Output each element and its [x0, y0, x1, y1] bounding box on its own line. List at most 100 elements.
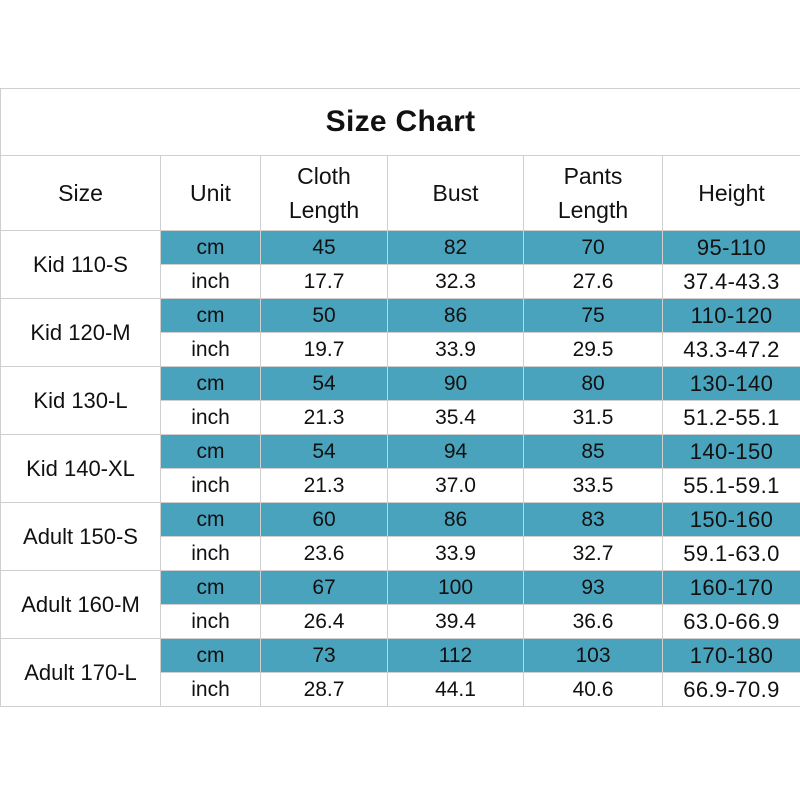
size-label-cell: Kid 110-S — [0, 230, 161, 299]
pants-length-cell: 40.6 — [523, 672, 663, 707]
size-label-cell: Adult 170-L — [0, 638, 161, 707]
cloth-length-cell: 19.7 — [260, 332, 388, 367]
unit-cell: inch — [160, 468, 261, 503]
table-row-cm: Adult 150-S cm 60 86 83 150-160 — [0, 502, 800, 571]
table-row-cm: Adult 160-M cm 67 100 93 160-170 — [0, 570, 800, 639]
table-row-inch: inch 28.7 44.1 40.6 66.9-70.9 — [1, 672, 800, 707]
header-unit: Unit — [160, 155, 261, 231]
header-cloth-length-line1: Cloth — [297, 163, 351, 189]
pants-length-cell: 31.5 — [523, 400, 663, 435]
cloth-length-cell: 28.7 — [260, 672, 388, 707]
height-cell: 150-160 — [661, 502, 800, 537]
cloth-length-cell: 54 — [260, 434, 388, 469]
table-row-cm: Kid 120-M cm 50 86 75 110-120 — [0, 298, 800, 367]
unit-cell: inch — [160, 672, 261, 707]
table-row-cm: Adult 170-L cm 73 112 103 170-180 — [0, 638, 800, 707]
bust-cell: 94 — [387, 434, 524, 469]
height-cell: 66.9-70.9 — [661, 672, 800, 707]
cloth-length-cell: 67 — [260, 570, 388, 605]
bust-cell: 86 — [387, 502, 524, 537]
unit-cell: cm — [160, 366, 261, 401]
pants-length-cell: 27.6 — [523, 264, 663, 299]
bust-cell: 37.0 — [387, 468, 524, 503]
cloth-length-cell: 45 — [260, 230, 388, 265]
bust-cell: 82 — [387, 230, 524, 265]
unit-cell: cm — [160, 298, 261, 333]
pants-length-cell: 32.7 — [523, 536, 663, 571]
unit-cell: cm — [160, 230, 261, 265]
bust-cell: 32.3 — [387, 264, 524, 299]
size-label-cell: Adult 160-M — [0, 570, 161, 639]
header-size: Size — [0, 155, 161, 231]
pants-length-cell: 85 — [523, 434, 663, 469]
header-cloth-length: Cloth Length — [260, 155, 388, 231]
bust-cell: 33.9 — [387, 536, 524, 571]
table-row-inch: inch 19.7 33.9 29.5 43.3-47.2 — [1, 332, 800, 367]
height-cell: 55.1-59.1 — [661, 468, 800, 503]
header-height: Height — [661, 155, 800, 231]
height-cell: 43.3-47.2 — [661, 332, 800, 367]
pants-length-cell: 83 — [523, 502, 663, 537]
size-label-cell: Kid 140-XL — [0, 434, 161, 503]
height-cell: 110-120 — [661, 298, 800, 333]
height-cell: 95-110 — [661, 230, 800, 265]
size-chart-table: Size Chart Size Unit Cloth Length Bust P… — [0, 88, 800, 707]
height-cell: 59.1-63.0 — [661, 536, 800, 571]
unit-cell: inch — [160, 604, 261, 639]
unit-cell: cm — [160, 638, 261, 673]
pants-length-cell: 80 — [523, 366, 663, 401]
unit-cell: inch — [160, 536, 261, 571]
size-label-cell: Kid 130-L — [0, 366, 161, 435]
pants-length-cell: 36.6 — [523, 604, 663, 639]
height-cell: 130-140 — [661, 366, 800, 401]
size-chart-body: Size Chart Size Unit Cloth Length Bust P… — [0, 88, 800, 707]
unit-cell: inch — [160, 400, 261, 435]
table-row-cm: Kid 110-S cm 45 82 70 95-110 — [0, 230, 800, 299]
unit-cell: inch — [160, 264, 261, 299]
cloth-length-cell: 21.3 — [260, 400, 388, 435]
table-row-inch: inch 21.3 35.4 31.5 51.2-55.1 — [1, 400, 800, 435]
header-row: Size Unit Cloth Length Bust Pants Length… — [0, 155, 800, 231]
cloth-length-cell: 23.6 — [260, 536, 388, 571]
cloth-length-cell: 17.7 — [260, 264, 388, 299]
unit-cell: cm — [160, 570, 261, 605]
bust-cell: 86 — [387, 298, 524, 333]
bust-cell: 44.1 — [387, 672, 524, 707]
table-row-inch: inch 21.3 37.0 33.5 55.1-59.1 — [1, 468, 800, 503]
pants-length-cell: 70 — [523, 230, 663, 265]
cloth-length-cell: 60 — [260, 502, 388, 537]
unit-cell: cm — [160, 434, 261, 469]
table-row-cm: Kid 140-XL cm 54 94 85 140-150 — [0, 434, 800, 503]
cloth-length-cell: 26.4 — [260, 604, 388, 639]
pants-length-cell: 29.5 — [523, 332, 663, 367]
table-row-inch: inch 23.6 33.9 32.7 59.1-63.0 — [1, 536, 800, 571]
header-bust: Bust — [387, 155, 524, 231]
bust-cell: 100 — [387, 570, 524, 605]
unit-cell: cm — [160, 502, 261, 537]
title-row: Size Chart — [0, 88, 800, 156]
pants-length-cell: 103 — [523, 638, 663, 673]
size-label-cell: Adult 150-S — [0, 502, 161, 571]
height-cell: 63.0-66.9 — [661, 604, 800, 639]
bust-cell: 39.4 — [387, 604, 524, 639]
bust-cell: 33.9 — [387, 332, 524, 367]
cloth-length-cell: 21.3 — [260, 468, 388, 503]
height-cell: 140-150 — [661, 434, 800, 469]
cloth-length-cell: 73 — [260, 638, 388, 673]
header-pants-length-line2: Length — [557, 197, 629, 223]
table-row-inch: inch 17.7 32.3 27.6 37.4-43.3 — [1, 264, 800, 299]
bust-cell: 35.4 — [387, 400, 524, 435]
table-row-inch: inch 26.4 39.4 36.6 63.0-66.9 — [1, 604, 800, 639]
size-label-cell: Kid 120-M — [0, 298, 161, 367]
cloth-length-cell: 50 — [260, 298, 388, 333]
table-row-cm: Kid 130-L cm 54 90 80 130-140 — [0, 366, 800, 435]
pants-length-cell: 75 — [523, 298, 663, 333]
unit-cell: inch — [160, 332, 261, 367]
pants-length-cell: 93 — [523, 570, 663, 605]
chart-title: Size Chart — [0, 88, 800, 156]
header-cloth-length-line2: Length — [288, 197, 360, 223]
height-cell: 160-170 — [661, 570, 800, 605]
height-cell: 51.2-55.1 — [661, 400, 800, 435]
bust-cell: 112 — [387, 638, 524, 673]
height-cell: 170-180 — [661, 638, 800, 673]
